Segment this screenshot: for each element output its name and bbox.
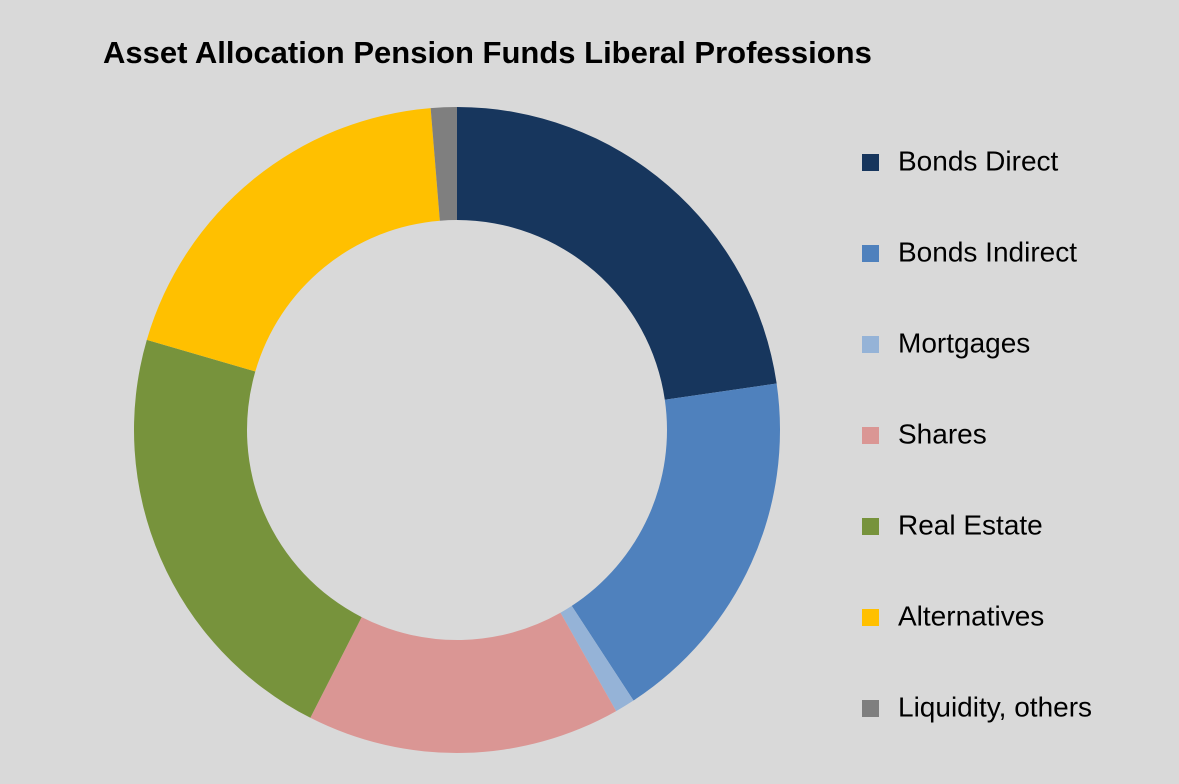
legend-swatch xyxy=(862,336,879,353)
legend-label: Liquidity, others xyxy=(898,691,1092,722)
donut-segment xyxy=(457,107,777,400)
legend-swatch xyxy=(862,518,879,535)
legend-label: Alternatives xyxy=(898,600,1044,631)
legend-swatch xyxy=(862,154,879,171)
legend-swatch xyxy=(862,427,879,444)
legend-label: Bonds Direct xyxy=(898,145,1059,176)
donut-segment xyxy=(133,339,362,718)
legend-swatch xyxy=(862,609,879,626)
chart-title: Asset Allocation Pension Funds Liberal P… xyxy=(103,35,872,70)
donut-segment xyxy=(560,605,634,712)
legend-label: Real Estate xyxy=(898,509,1043,540)
legend-label: Mortgages xyxy=(898,327,1030,358)
donut-segment xyxy=(310,612,617,753)
legend-label: Shares xyxy=(898,418,987,449)
legend-swatch xyxy=(862,700,879,717)
donut-segment xyxy=(430,107,457,221)
legend-label: Bonds Indirect xyxy=(898,236,1077,267)
legend-swatch xyxy=(862,245,879,262)
donut-segment xyxy=(146,108,440,372)
donut-segment xyxy=(571,383,780,701)
